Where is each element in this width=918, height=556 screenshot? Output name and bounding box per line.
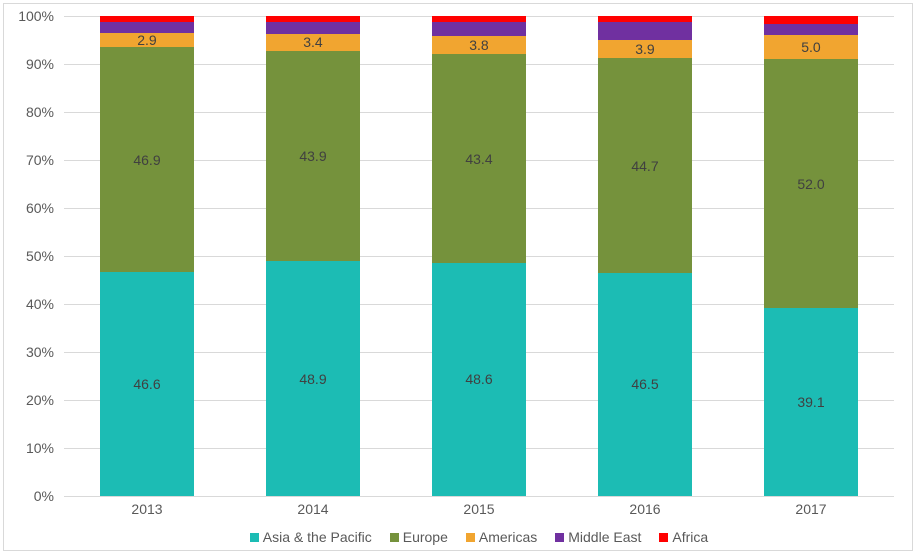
bar-segment	[764, 16, 859, 24]
x-tick-label: 2014	[297, 502, 328, 516]
bar-segment: 3.4	[266, 34, 361, 50]
bar-segment	[100, 16, 195, 22]
data-label: 48.6	[465, 372, 492, 386]
legend-item: Europe	[390, 530, 448, 544]
bar-segment: 48.9	[266, 261, 361, 496]
data-label: 46.9	[133, 153, 160, 167]
data-label: 44.7	[631, 159, 658, 173]
bar-segment: 46.5	[598, 273, 693, 496]
y-axis: 0%10%20%30%40%50%60%70%80%90%100%	[4, 16, 59, 496]
x-tick-label: 2015	[463, 502, 494, 516]
plot-area: 46.6 46.9 2.9 48.9 43.9 3.4 48.6 43.4 3.8 46.5 44.…	[64, 16, 894, 496]
bar-segment: 52.0	[764, 59, 859, 309]
y-tick-label: 20%	[4, 393, 54, 407]
legend-item: Middle East	[555, 530, 641, 544]
y-tick-label: 90%	[4, 57, 54, 71]
y-tick-label: 0%	[4, 489, 54, 503]
chart-frame: 0%10%20%30%40%50%60%70%80%90%100% 46.646…	[3, 3, 913, 551]
bar-segment	[266, 22, 361, 34]
x-axis: 2013 2014 2015 2016 2017	[64, 500, 894, 522]
bar-group: 48.9 43.9 3.4	[266, 16, 361, 496]
bar-segment: 48.6	[432, 263, 527, 496]
legend: Asia & the Pacific Europe Americas Middle E…	[64, 526, 894, 548]
bar-group: 46.5 44.7 3.9	[598, 16, 693, 496]
legend-swatch	[390, 533, 399, 542]
bar-segment: 44.7	[598, 58, 693, 273]
legend-label: Africa	[672, 530, 708, 544]
bar-segment	[598, 16, 693, 22]
bar-segment: 2.9	[100, 33, 195, 47]
y-tick-label: 30%	[4, 345, 54, 359]
x-tick-label: 2017	[795, 502, 826, 516]
bar-segment: 3.9	[598, 40, 693, 59]
bar-segment: 43.4	[432, 54, 527, 262]
bar-segment	[432, 22, 527, 36]
data-label: 2.9	[137, 33, 156, 47]
legend-swatch	[659, 533, 668, 542]
y-tick-label: 50%	[4, 249, 54, 263]
bar-segment	[598, 22, 693, 40]
y-tick-label: 60%	[4, 201, 54, 215]
data-label: 46.6	[133, 377, 160, 391]
x-tick-label: 2013	[131, 502, 162, 516]
bar-segment	[266, 16, 361, 22]
legend-item: Africa	[659, 530, 708, 544]
bar-segment	[432, 16, 527, 22]
legend-label: Middle East	[568, 530, 641, 544]
legend-item: Americas	[466, 530, 537, 544]
data-label: 3.9	[635, 42, 654, 56]
y-tick-label: 80%	[4, 105, 54, 119]
bar-group: 39.1 52.0 5.0	[764, 16, 859, 496]
bar-segment	[764, 24, 859, 35]
data-label: 3.4	[303, 35, 322, 49]
bar-group: 46.6 46.9 2.9	[100, 16, 195, 496]
data-label: 3.8	[469, 38, 488, 52]
data-label: 39.1	[797, 395, 824, 409]
bar-segment: 46.6	[100, 272, 195, 496]
bar-segment: 5.0	[764, 35, 859, 59]
legend-swatch	[466, 533, 475, 542]
legend-label: Asia & the Pacific	[263, 530, 372, 544]
bar-segment: 39.1	[764, 308, 859, 496]
data-label: 48.9	[299, 372, 326, 386]
bar-segment: 43.9	[266, 51, 361, 262]
bar-segment	[100, 22, 195, 34]
bar-segment: 3.8	[432, 36, 527, 54]
data-label: 43.4	[465, 152, 492, 166]
legend-item: Asia & the Pacific	[250, 530, 372, 544]
legend-label: Europe	[403, 530, 448, 544]
y-tick-label: 40%	[4, 297, 54, 311]
bars-container: 46.6 46.9 2.9 48.9 43.9 3.4 48.6 43.4 3.8 46.5 44.…	[64, 16, 894, 496]
legend-swatch	[250, 533, 259, 542]
legend-swatch	[555, 533, 564, 542]
y-tick-label: 10%	[4, 441, 54, 455]
gridline	[64, 496, 894, 497]
y-tick-label: 70%	[4, 153, 54, 167]
data-label: 46.5	[631, 377, 658, 391]
x-tick-label: 2016	[629, 502, 660, 516]
data-label: 5.0	[801, 40, 820, 54]
bar-segment: 46.9	[100, 47, 195, 272]
bar-group: 48.6 43.4 3.8	[432, 16, 527, 496]
data-label: 43.9	[299, 149, 326, 163]
y-tick-label: 100%	[4, 9, 54, 23]
data-label: 52.0	[797, 177, 824, 191]
legend-label: Americas	[479, 530, 537, 544]
